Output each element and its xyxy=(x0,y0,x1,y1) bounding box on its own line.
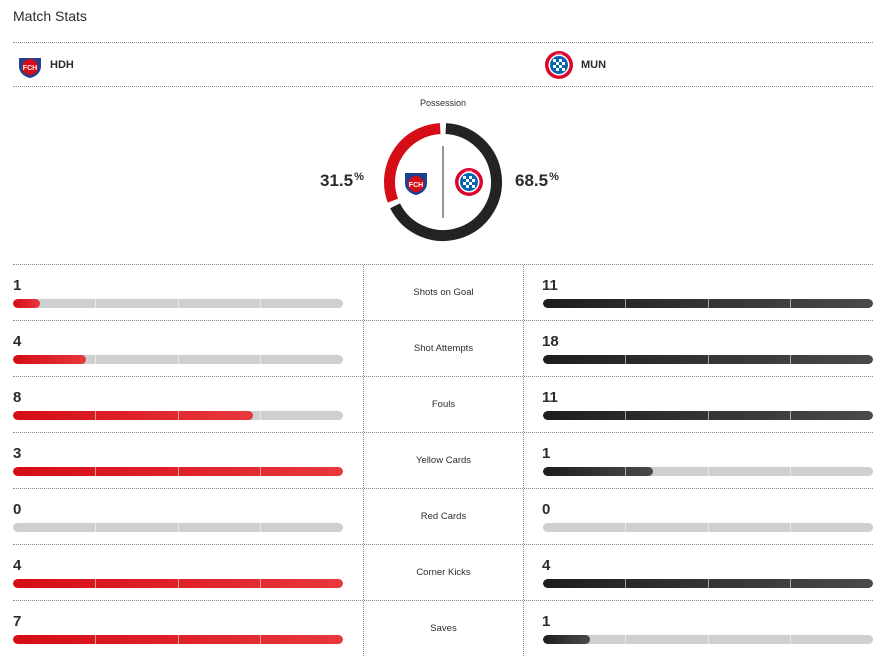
home-stat-value: 1 xyxy=(13,277,22,294)
bayern-logo-icon: FCB xyxy=(545,51,573,79)
away-stat-bar xyxy=(543,579,873,588)
teams-header: FCH HDH FCB MUN xyxy=(13,42,873,87)
stat-label: Saves xyxy=(363,601,524,656)
away-stat-fill xyxy=(543,635,591,644)
away-stat-value: 0 xyxy=(542,501,551,518)
stat-label: Shot Attempts xyxy=(363,321,524,376)
home-possession-value: 31.5% xyxy=(320,171,364,190)
home-stat-bar xyxy=(13,635,343,644)
home-stat-fill xyxy=(13,355,87,364)
home-stat-value: 3 xyxy=(13,445,22,462)
away-stat-bar xyxy=(543,523,873,532)
home-stat-value: 7 xyxy=(13,613,22,630)
away-stat-bar xyxy=(543,355,873,364)
stat-label: Corner Kicks xyxy=(363,545,524,600)
donut-home-logo-icon: FCH xyxy=(405,168,427,195)
away-stat-value: 1 xyxy=(542,613,551,630)
away-stat-value: 4 xyxy=(542,557,551,574)
away-stat-value: 11 xyxy=(542,277,558,294)
away-stat-value: 1 xyxy=(542,445,551,462)
stat-row: 7 Saves 1 xyxy=(13,600,873,656)
home-stat-fill xyxy=(13,579,343,588)
away-stat-value: 18 xyxy=(542,333,559,350)
hoffenheim-logo-icon: FCH xyxy=(19,53,41,78)
home-stat-bar xyxy=(13,467,343,476)
home-stat-value: 8 xyxy=(13,389,22,406)
away-stat-fill xyxy=(543,355,873,364)
home-logo-text: FCH xyxy=(23,65,37,72)
stat-label: Yellow Cards xyxy=(363,433,524,488)
home-stat-bar xyxy=(13,523,343,532)
away-stat-fill xyxy=(543,411,873,420)
away-logo-text: FCB xyxy=(556,53,564,57)
stat-label: Red Cards xyxy=(363,489,524,544)
home-stat-fill xyxy=(13,467,343,476)
away-possession-arc xyxy=(390,123,502,241)
away-stat-fill xyxy=(543,579,873,588)
away-stat-fill xyxy=(543,467,653,476)
possession-label: Possession xyxy=(419,98,467,108)
home-stat-bar xyxy=(13,411,343,420)
stat-row: 0 Red Cards 0 xyxy=(13,488,873,544)
stat-label: Fouls xyxy=(363,377,524,432)
away-stat-bar xyxy=(543,299,873,308)
possession-donut: FCH FCB xyxy=(384,123,502,241)
home-team-abbr: HDH xyxy=(50,59,74,71)
home-stat-value: 4 xyxy=(13,557,22,574)
home-stat-fill xyxy=(13,411,253,420)
donut-away-logo-icon: FCB xyxy=(455,168,483,196)
stat-label: Shots on Goal xyxy=(363,265,524,320)
stat-row: 4 Shot Attempts 18 xyxy=(13,320,873,376)
home-stat-value: 4 xyxy=(13,333,22,350)
svg-text:FCH: FCH xyxy=(409,182,423,189)
svg-text:FCB: FCB xyxy=(466,170,474,174)
away-team[interactable]: FCB MUN xyxy=(544,50,606,80)
home-stat-fill xyxy=(13,635,343,644)
away-stat-value: 11 xyxy=(542,389,558,406)
away-stat-bar xyxy=(543,411,873,420)
home-team[interactable]: FCH HDH xyxy=(17,50,74,80)
away-stat-fill xyxy=(543,299,873,308)
stats-table: 1 Shots on Goal 11 4 Shot Attempts 18 8 Fouls 11… xyxy=(13,264,873,656)
away-stat-bar xyxy=(543,467,873,476)
home-stat-bar xyxy=(13,355,343,364)
away-stat-bar xyxy=(543,635,873,644)
possession-section: Possession 31.5% FCH FCB 68.5% xyxy=(13,86,873,264)
stat-row: 1 Shots on Goal 11 xyxy=(13,264,873,320)
page-title: Match Stats xyxy=(13,8,87,24)
home-stat-value: 0 xyxy=(13,501,22,518)
home-stat-bar xyxy=(13,579,343,588)
home-stat-bar xyxy=(13,299,343,308)
stat-row: 4 Corner Kicks 4 xyxy=(13,544,873,600)
away-team-abbr: MUN xyxy=(581,59,607,71)
stat-row: 3 Yellow Cards 1 xyxy=(13,432,873,488)
stat-row: 8 Fouls 11 xyxy=(13,376,873,432)
home-stat-fill xyxy=(13,299,41,308)
away-possession-value: 68.5% xyxy=(515,171,559,190)
home-possession-arc xyxy=(384,123,441,203)
